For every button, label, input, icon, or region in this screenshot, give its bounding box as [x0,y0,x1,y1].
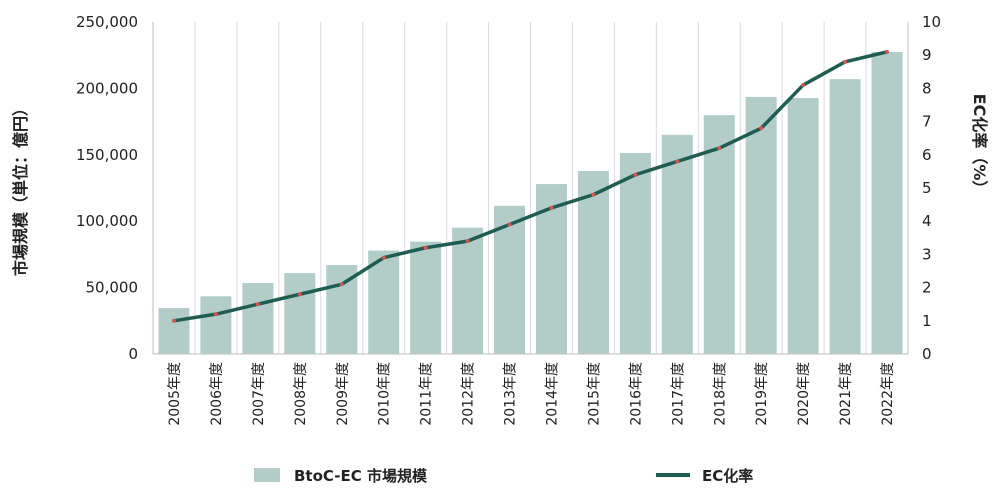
legend-bar-swatch [254,468,280,482]
x-tick-label: 2009年度 [335,362,351,426]
bar [326,265,358,354]
y2-tick-label: 5 [922,179,932,197]
bar [242,283,274,354]
y-tick-label: 0 [128,345,138,363]
line-point [339,282,344,287]
line-point [171,318,176,323]
x-tick-label: 2014年度 [544,362,560,426]
bar [787,97,819,354]
bar [703,115,735,355]
y2-tick-label: 0 [922,345,932,363]
line-point [255,302,260,307]
x-tick-labels: 2005年度 2006年度 2007年度 2008年度 2009年度 2010年度 2011… [167,362,896,426]
line-point [549,205,554,210]
bar [829,79,861,354]
x-tick-label: 2005年度 [167,362,183,426]
y2-tick-label: 3 [922,245,932,263]
line-point [213,312,218,317]
y-tick-label: 100,000 [76,212,138,230]
y-tick-label: 200,000 [76,79,138,97]
legend-bar-label: BtoC-EC 市場規模 [294,467,428,485]
bar [284,273,316,354]
bar [661,134,693,354]
line-point [801,83,806,88]
y2-tick-label: 7 [922,113,932,131]
y2-tick-label: 1 [922,312,932,330]
legend-line-label: EC化率 [702,467,753,485]
x-tick-label: 2008年度 [293,362,309,426]
left-tick-labels: 0 50,000 100,000 150,000 200,000 250,000 [76,13,138,363]
x-tick-label: 2017年度 [670,362,686,426]
x-tick-label: 2016年度 [628,362,644,426]
line-point [591,192,596,197]
y2-axis-title: EC化率（%） [970,94,989,197]
axes [152,22,909,355]
y2-tick-label: 10 [922,13,941,31]
grid-lines [152,22,909,354]
x-tick-label: 2007年度 [251,362,267,426]
bar [577,171,609,354]
line-point [717,146,722,151]
y2-tick-label: 2 [922,279,932,297]
bar [871,51,903,355]
x-tick-label: 2015年度 [586,362,602,426]
y-tick-label: 50,000 [86,279,139,297]
x-tick-label: 2022年度 [880,362,896,426]
line-point [759,126,764,131]
x-tick-label: 2021年度 [838,362,854,426]
x-tick-label: 2010年度 [377,362,393,426]
bar [452,227,484,354]
x-tick-label: 2018年度 [712,362,728,426]
y-tick-label: 150,000 [76,146,138,164]
y2-tick-label: 6 [922,146,932,164]
x-tick-label: 2006年度 [209,362,225,426]
y-tick-label: 250,000 [76,13,138,31]
bars [158,51,903,355]
x-tick-label: 2011年度 [419,362,435,426]
line-point [465,239,470,244]
line-point [885,49,890,54]
line-point [675,159,680,164]
line-point [423,245,428,250]
line-point [297,292,302,297]
bar [410,241,442,354]
x-tick-label: 2013年度 [503,362,519,426]
x-tick-label: 2019年度 [754,362,770,426]
line-point [381,255,386,260]
line-point [843,59,848,64]
line-point [507,222,512,227]
x-tick-label: 2012年度 [461,362,477,426]
line-point [633,172,638,177]
bar [200,296,232,354]
legend: BtoC-EC 市場規模 EC化率 [254,467,753,485]
x-tick-label: 2020年度 [796,362,812,426]
y2-tick-label: 9 [922,46,932,64]
series-line [172,50,889,323]
bar [619,152,651,354]
bar [745,96,777,355]
y2-tick-label: 8 [922,79,932,97]
bar [158,308,190,354]
y-axis-title: 市場規模（単位：億円） [11,100,30,276]
bar [368,250,400,354]
y2-tick-label: 4 [922,212,932,230]
ec-rate-line [171,49,890,323]
right-tick-labels: 0 1 2 3 4 5 6 7 8 9 10 [922,13,941,363]
